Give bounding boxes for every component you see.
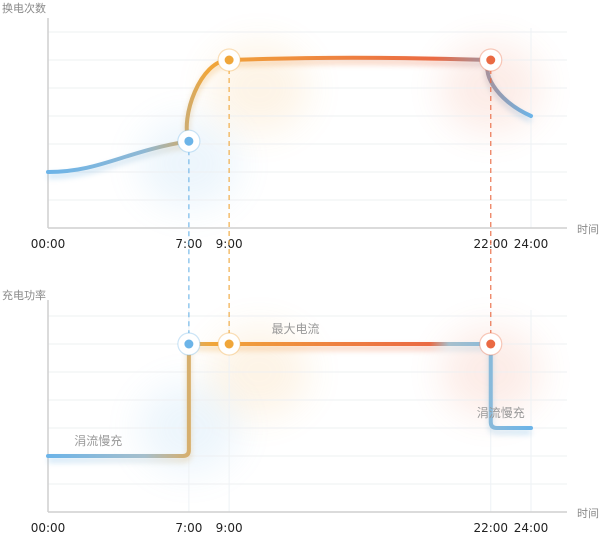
marker-dot	[224, 55, 234, 65]
data-marker	[217, 332, 241, 356]
x-tick-label: 22:00	[473, 521, 508, 535]
x-tick-label: 00:00	[31, 237, 66, 251]
marker-dot	[486, 339, 496, 349]
x-tick-label: 24:00	[514, 237, 549, 251]
data-marker	[479, 48, 503, 72]
data-marker	[479, 332, 503, 356]
y-axis-label: 充电功率	[2, 288, 46, 302]
x-tick-label: 24:00	[514, 521, 549, 535]
annotation-label: 涓流慢充	[477, 405, 525, 420]
data-marker	[217, 48, 241, 72]
y-axis-label: 换电次数	[2, 1, 46, 15]
x-axis-label: 时间	[577, 223, 599, 236]
marker-dot	[184, 136, 194, 146]
data-marker	[177, 129, 201, 153]
x-tick-label: 00:00	[31, 521, 66, 535]
data-marker	[177, 332, 201, 356]
marker-dot	[184, 339, 194, 349]
annotation-label: 涓流慢充	[74, 433, 122, 448]
marker-dot	[486, 55, 496, 65]
series-line-shadow	[48, 345, 531, 463]
x-tick-label: 9:00	[216, 521, 243, 535]
x-tick-label: 7:00	[175, 521, 202, 535]
x-axis-label: 时间	[577, 507, 599, 520]
marker-dot	[224, 339, 234, 349]
annotation-label: 最大电流	[272, 322, 320, 336]
series-line	[46, 342, 533, 458]
